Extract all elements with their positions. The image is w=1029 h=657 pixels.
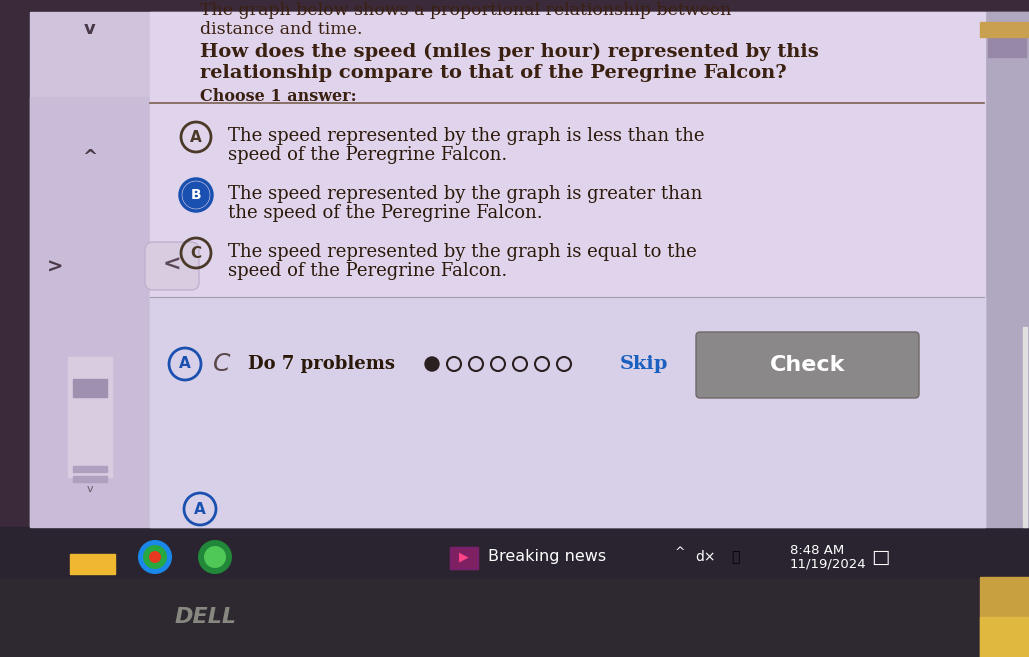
Circle shape <box>138 540 172 574</box>
Bar <box>150 297 985 527</box>
Text: ^: ^ <box>675 547 685 560</box>
Text: 🖥: 🖥 <box>731 550 739 564</box>
Text: d×: d× <box>695 550 715 564</box>
Text: speed of the Peregrine Falcon.: speed of the Peregrine Falcon. <box>228 262 507 280</box>
FancyBboxPatch shape <box>696 332 919 398</box>
Bar <box>980 22 1029 37</box>
Bar <box>988 27 1026 57</box>
Text: DELL: DELL <box>175 607 237 627</box>
Text: Do 7 problems: Do 7 problems <box>248 355 395 373</box>
Text: □: □ <box>871 547 889 566</box>
Bar <box>980 577 1029 657</box>
Bar <box>70 554 115 574</box>
Text: relationship compare to that of the Peregrine Falcon?: relationship compare to that of the Pere… <box>200 64 786 82</box>
Bar <box>30 12 1029 527</box>
Text: 8:48 AM: 8:48 AM <box>790 545 844 558</box>
Text: Choose 1 answer:: Choose 1 answer: <box>200 88 357 105</box>
FancyBboxPatch shape <box>145 242 199 290</box>
Bar <box>68 357 112 477</box>
Bar <box>150 12 985 527</box>
Text: Breaking news: Breaking news <box>488 549 606 564</box>
Text: The speed represented by the graph is less than the: The speed represented by the graph is le… <box>228 127 705 145</box>
Circle shape <box>425 357 439 371</box>
Bar <box>73 379 107 397</box>
Circle shape <box>143 545 167 569</box>
Circle shape <box>149 551 161 563</box>
Text: speed of the Peregrine Falcon.: speed of the Peregrine Falcon. <box>228 146 507 164</box>
Text: Skip: Skip <box>620 355 669 373</box>
Text: ^: ^ <box>82 148 98 166</box>
Bar <box>1023 327 1027 527</box>
Bar <box>73 476 107 482</box>
Text: The graph below shows a proportional relationship between: The graph below shows a proportional rel… <box>200 2 732 19</box>
Circle shape <box>183 182 209 208</box>
Text: ▶: ▶ <box>459 551 469 564</box>
Bar <box>450 547 478 569</box>
Text: 11/19/2024: 11/19/2024 <box>790 558 866 570</box>
Text: >: > <box>46 258 63 277</box>
Bar <box>450 547 478 569</box>
Circle shape <box>198 540 232 574</box>
Text: Check: Check <box>771 355 846 375</box>
Text: v: v <box>86 484 94 494</box>
Bar <box>75 558 88 566</box>
Text: The speed represented by the graph is equal to the: The speed represented by the graph is eq… <box>228 243 697 261</box>
Text: The speed represented by the graph is greater than: The speed represented by the graph is gr… <box>228 185 703 203</box>
Text: C: C <box>190 246 202 260</box>
Bar <box>30 97 150 527</box>
Text: A: A <box>190 129 202 145</box>
Bar <box>0 577 1029 657</box>
Text: C: C <box>213 352 230 376</box>
Text: A: A <box>179 357 190 371</box>
Bar <box>0 527 1029 577</box>
Text: <: < <box>163 255 181 275</box>
Text: the speed of the Peregrine Falcon.: the speed of the Peregrine Falcon. <box>228 204 542 222</box>
Bar <box>980 617 1029 657</box>
Text: A: A <box>194 501 206 516</box>
Text: B: B <box>190 188 202 202</box>
Text: How does the speed (miles per hour) represented by this: How does the speed (miles per hour) repr… <box>200 43 819 61</box>
Bar <box>73 466 107 472</box>
Circle shape <box>204 546 226 568</box>
Bar <box>985 12 1029 527</box>
Text: distance and time.: distance and time. <box>200 21 362 38</box>
Text: v: v <box>84 20 96 38</box>
